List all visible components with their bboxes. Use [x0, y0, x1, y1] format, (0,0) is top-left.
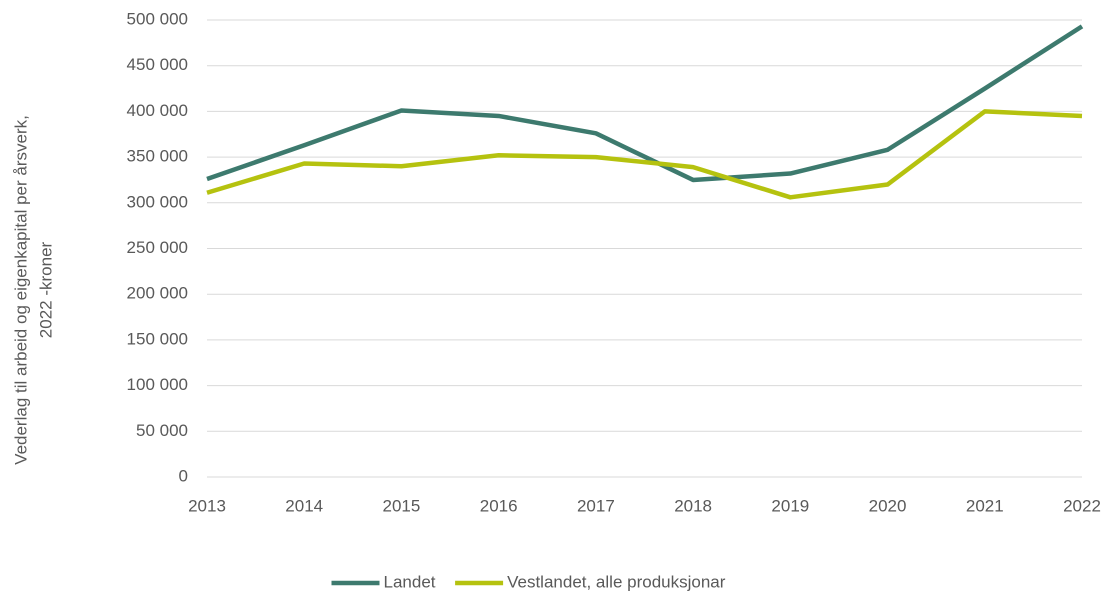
x-tick-label: 2013	[188, 496, 226, 515]
y-tick-label: 0	[179, 466, 188, 485]
x-tick-label: 2018	[674, 496, 712, 515]
y-tick-label: 100 000	[127, 375, 188, 394]
x-tick-label: 2021	[966, 496, 1004, 515]
legend-label: Vestlandet, alle produksjonar	[507, 572, 726, 591]
y-tick-label: 200 000	[127, 284, 188, 303]
series-line	[206, 24, 1084, 183]
x-tick-label: 2019	[771, 496, 809, 515]
y-tick-label: 500 000	[127, 9, 188, 28]
y-tick-label: 450 000	[127, 55, 188, 74]
y-tick-label: 350 000	[127, 147, 188, 166]
y-axis-title: Vederlag til arbeid og eigenkapital per …	[11, 115, 55, 465]
x-tick-label: 2015	[383, 496, 421, 515]
y-tick-label: 300 000	[127, 192, 188, 211]
legend-label: Landet	[384, 572, 436, 591]
x-tick-label: 2016	[480, 496, 518, 515]
series-line	[206, 109, 1083, 200]
y-tick-label: 250 000	[127, 238, 188, 257]
y-tick-label: 400 000	[127, 101, 188, 120]
x-tick-label: 2014	[285, 496, 323, 515]
y-axis-title-line: 2022 -kroner	[36, 241, 55, 338]
x-tick-label: 2017	[577, 496, 615, 515]
y-axis-title-line: Vederlag til arbeid og eigenkapital per …	[11, 115, 30, 465]
x-tick-label: 2020	[869, 496, 907, 515]
y-tick-label: 150 000	[127, 329, 188, 348]
y-tick-label: 50 000	[136, 421, 188, 440]
x-tick-label: 2022	[1063, 496, 1101, 515]
